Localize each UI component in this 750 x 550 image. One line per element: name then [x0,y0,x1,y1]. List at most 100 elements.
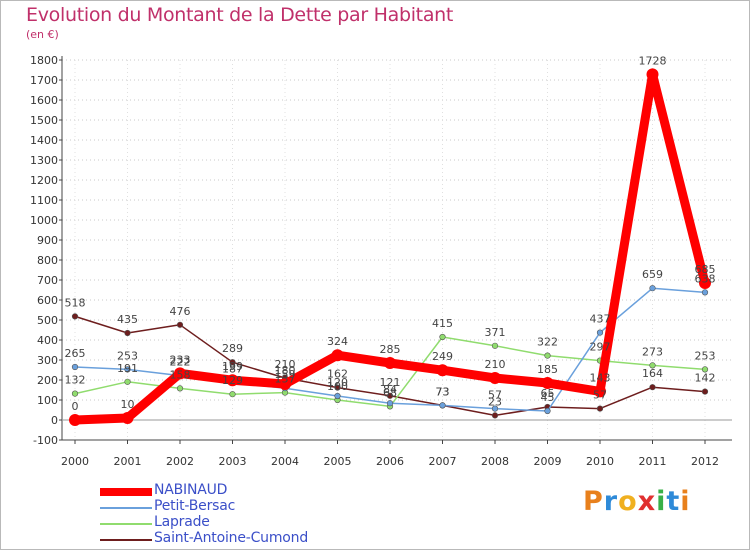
x-tick-label: 2011 [639,455,667,468]
proxiti-logo: Proxiti [583,486,691,517]
data-point-petit-bersac [71,363,79,371]
data-point-laprade [491,342,499,349]
logo-letter: t [666,486,681,517]
data-label-nabinaud: 180 [275,364,296,377]
data-point-nabinaud [384,357,396,369]
x-tick-label: 2005 [324,455,352,468]
data-point-saint-antoine-cumond [71,313,79,320]
data-label-petit-bersac: 437 [590,313,611,326]
y-tick-label: 500 [37,314,58,327]
data-point-nabinaud [541,377,554,389]
legend-label-saint-antoine-cumond: Saint-Antoine-Cumond [154,530,309,546]
y-tick-label: 1000 [30,214,58,227]
x-tick-label: 2010 [586,455,614,468]
data-point-nabinaud [121,412,134,424]
data-point-nabinaud [594,385,606,398]
logo-letter: r [603,486,619,517]
data-label-laprade: 68 [383,386,397,399]
data-label-saint-antoine-cumond: 142 [695,372,716,385]
data-label-laprade: 371 [485,326,506,339]
data-label-saint-antoine-cumond: 164 [642,367,663,380]
data-label-petit-bersac: 73 [436,385,450,398]
data-point-laprade [176,385,184,392]
data-point-petit-bersac [649,285,656,292]
y-tick-label: 400 [37,334,58,347]
data-label-nabinaud: 685 [695,263,716,276]
x-tick-label: 2007 [429,455,457,468]
data-label-laprade: 129 [222,374,243,387]
x-tick-label: 2002 [166,455,194,468]
x-tick-label: 2000 [61,455,89,468]
data-point-nabinaud [699,277,711,289]
legend-swatch-petit-bersac [100,507,152,509]
data-point-petit-bersac [491,405,499,412]
data-label-saint-antoine-cumond: 121 [380,376,401,389]
data-label-petit-bersac: 638 [695,272,716,285]
data-point-saint-antoine-cumond [386,392,394,399]
y-tick-label: 1800 [30,54,58,67]
data-point-laprade [439,333,446,341]
legend-label-petit-bersac: Petit-Bersac [154,498,236,514]
data-label-saint-antoine-cumond: 476 [170,305,191,318]
data-point-nabinaud [226,374,239,387]
logo-letter: P [583,486,604,517]
x-tick-label: 2012 [691,455,719,468]
data-label-laprade: 132 [65,374,86,387]
data-label-saint-antoine-cumond: 65 [541,387,555,400]
data-point-nabinaud [646,68,659,81]
data-point-petit-bersac [544,407,551,415]
data-point-laprade [229,391,236,398]
data-point-nabinaud [489,372,501,384]
chart-legend: NABINAUD Petit-Bersac Laprade Saint-Anto… [100,482,400,548]
y-tick-label: 800 [37,254,58,267]
data-point-laprade [649,362,656,369]
y-tick-label: 200 [37,374,58,387]
y-tick-label: 1400 [30,134,58,147]
data-label-petit-bersac: 187 [222,363,243,376]
data-point-laprade [124,378,131,385]
data-point-laprade [701,366,709,373]
y-tick-label: 100 [37,394,58,407]
data-label-saint-antoine-cumond: 23 [488,395,502,408]
x-tick-label: 2003 [219,455,247,468]
data-label-petit-bersac: 45 [541,391,555,404]
data-label-petit-bersac: 222 [170,356,191,369]
y-tick-label: 1300 [30,154,58,167]
data-point-nabinaud [279,378,291,390]
data-label-laprade: 137 [275,373,296,386]
data-label-saint-antoine-cumond: 73 [436,385,450,398]
legend-item-saint-antoine-cumond: Saint-Antoine-Cumond [100,530,400,548]
x-tick-label: 2006 [376,455,404,468]
data-label-nabinaud: 285 [380,343,401,356]
y-tick-label: 700 [37,274,58,287]
data-point-nabinaud [331,349,344,362]
data-label-petit-bersac: 57 [488,389,502,402]
data-point-petit-bersac [386,400,394,407]
data-label-nabinaud: 143 [590,371,611,384]
data-point-saint-antoine-cumond [596,405,604,412]
data-label-laprade: 297 [590,341,611,354]
y-tick-label: 1500 [30,114,58,127]
data-point-laprade [71,390,79,397]
y-tick-label: 1100 [30,194,58,207]
logo-letter: o [618,486,638,517]
x-tick-label: 2004 [271,455,299,468]
data-point-petit-bersac [124,366,131,373]
data-label-nabinaud: 249 [432,350,453,363]
data-label-nabinaud: 210 [485,358,506,371]
legend-swatch-nabinaud [100,488,152,496]
x-tick-label: 2008 [481,455,509,468]
legend-item-laprade: Laprade [100,514,400,532]
data-label-petit-bersac: 253 [117,349,138,362]
logo-letter: i [656,486,667,517]
y-tick-label: 300 [37,354,58,367]
legend-label-nabinaud: NABINAUD [154,482,228,498]
data-label-nabinaud: 10 [121,398,135,411]
data-label-nabinaud: 185 [537,363,558,376]
logo-letter: x [637,486,657,517]
x-tick-label: 2001 [114,455,142,468]
data-point-petit-bersac [439,402,446,409]
data-label-petit-bersac: 84 [383,383,397,396]
data-label-laprade: 191 [117,362,138,375]
